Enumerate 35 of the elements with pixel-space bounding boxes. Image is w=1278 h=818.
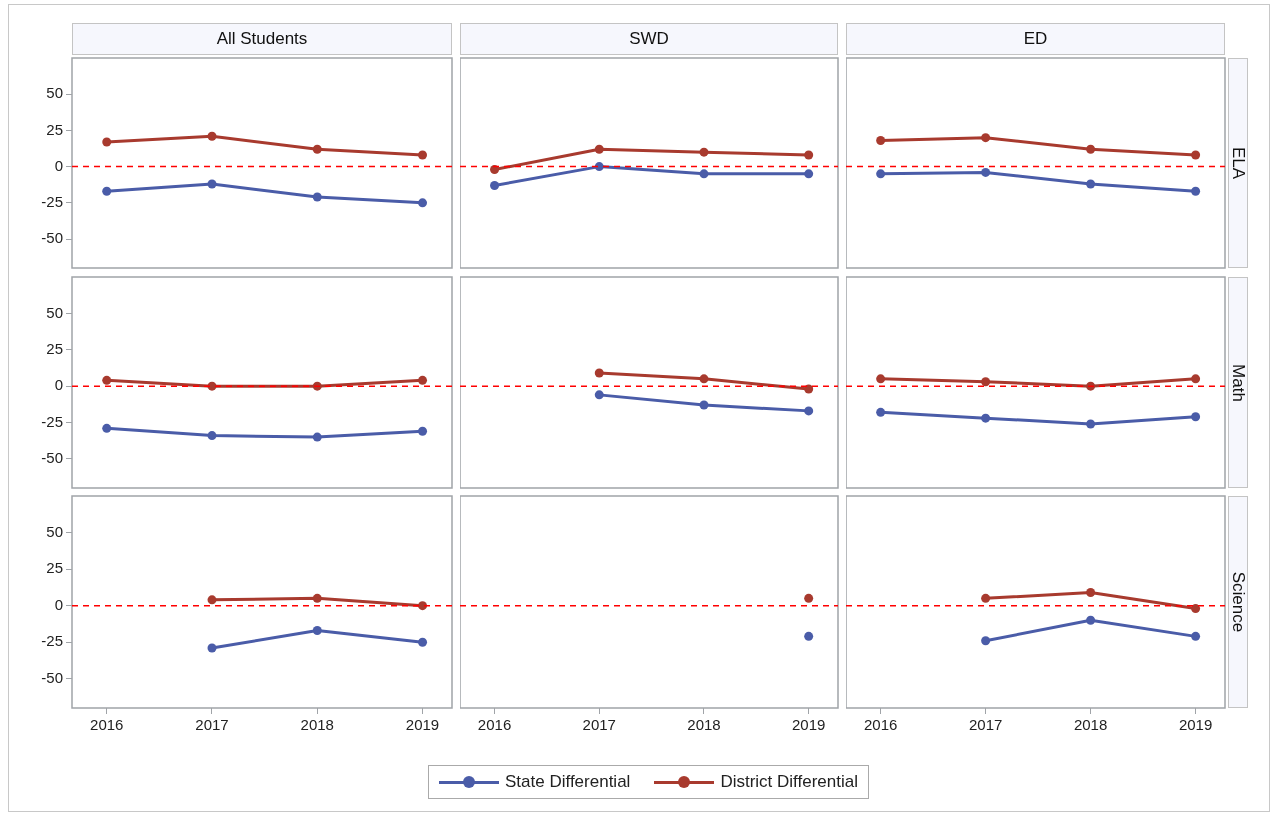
y-tick-label: 25 (46, 559, 63, 577)
x-tick-label: 2017 (582, 716, 616, 734)
x-tick-label: 2016 (90, 716, 124, 734)
y2-axis-title: Math (1228, 363, 1249, 402)
y2-axis-title: ELA (1228, 146, 1249, 180)
x-tick-label: 2016 (863, 716, 898, 734)
x-tick-label: 2017 (968, 716, 1003, 734)
y-tick-label: -50 (41, 229, 63, 247)
x-tick-label: 2019 (791, 716, 826, 734)
x-tick-label: 2019 (405, 716, 440, 734)
x-tick-label: 2018 (687, 716, 721, 734)
y-tick-label: 0 (54, 376, 63, 394)
y2-axis-title: Science (1228, 571, 1249, 633)
chart-title: All Students (72, 23, 452, 55)
x-tick-label: 2018 (300, 716, 334, 734)
y-tick-label: 0 (54, 595, 63, 613)
x-tick-label: 2016 (477, 716, 512, 734)
chart-title: SWD (460, 23, 838, 55)
y-tick-label: 50 (46, 84, 63, 102)
y-tick-label: 25 (46, 339, 63, 357)
y-tick-label: 0 (54, 156, 63, 174)
y-tick-label: -50 (41, 668, 63, 686)
y-tick-label: -25 (41, 632, 63, 650)
y-tick-label: -25 (41, 192, 63, 210)
legend-label: State Differential (505, 772, 631, 792)
x-tick-label: 2018 (1073, 716, 1108, 734)
y-tick-label: -25 (41, 412, 63, 430)
y-tick-label: 50 (46, 303, 63, 321)
chart-title: ED (846, 23, 1225, 55)
y-tick-label: -50 (41, 449, 63, 467)
y-tick-label: 50 (46, 522, 63, 540)
x-tick-label: 2017 (195, 716, 229, 734)
y-tick-label: 25 (46, 120, 63, 138)
legend-label: District Differential (720, 772, 858, 792)
x-tick-label: 2019 (1178, 716, 1213, 734)
